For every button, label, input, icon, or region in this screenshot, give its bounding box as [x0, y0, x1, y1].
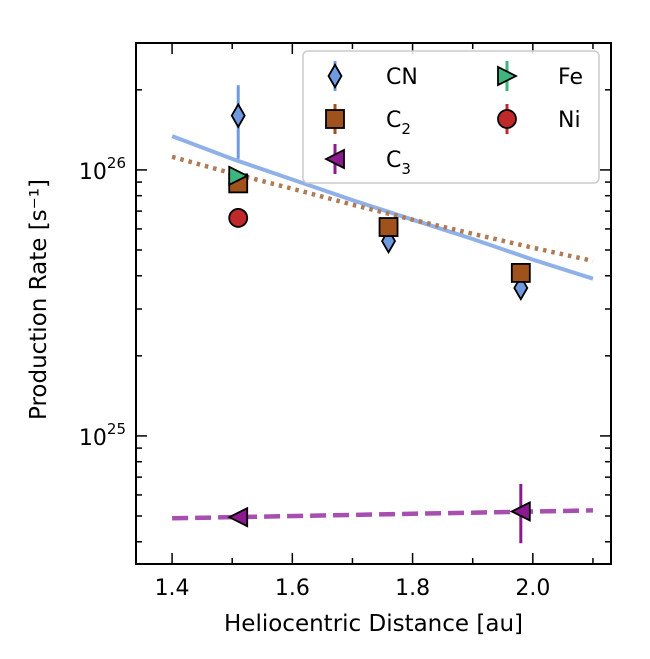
- axes: 1.4 1.6 1.8 2.0 1025 1026 Heliocentric Distanc…: [26, 42, 612, 637]
- legend-label-ni: Ni: [558, 108, 581, 133]
- legend-marker-c3: [323, 148, 345, 170]
- c2-point: [510, 263, 531, 283]
- x-tick-label: 1.8: [395, 576, 430, 601]
- x-tick-label: 1.4: [155, 576, 190, 601]
- legend-label-c2: C2: [386, 108, 411, 138]
- cn-point: [230, 102, 246, 129]
- legend-label-fe: Fe: [558, 65, 583, 90]
- fit-line-cn-fit: [171, 134, 594, 281]
- x-tick-label: 1.6: [275, 576, 310, 601]
- c3-point: [509, 501, 531, 522]
- x-axis-title: Heliocentric Distance [au]: [224, 611, 523, 637]
- y-tick-label: 1025: [79, 420, 126, 451]
- c2-point: [378, 217, 399, 237]
- plot-frame: [135, 42, 612, 565]
- legend-marker-fe: [497, 65, 519, 87]
- legend-box: [302, 50, 600, 184]
- legend-marker-c2: [325, 109, 345, 129]
- fe-point: [228, 165, 250, 187]
- c3-point: [227, 506, 249, 528]
- plot-layer: [171, 85, 594, 544]
- ni-point: [228, 208, 249, 228]
- y-axis-title: Production Rate [s⁻¹]: [26, 179, 52, 420]
- x-tick-label: 2.0: [515, 576, 550, 601]
- cn-point: [381, 228, 397, 255]
- y-tick-label: 1026: [79, 154, 126, 185]
- legend: CN C2 C3 Fe Ni: [302, 50, 600, 184]
- legend-label-cn: CN: [386, 65, 418, 90]
- legend-marker-ni: [497, 109, 517, 129]
- legend-label-c3: C3: [386, 148, 411, 178]
- legend-marker-cn: [327, 62, 343, 90]
